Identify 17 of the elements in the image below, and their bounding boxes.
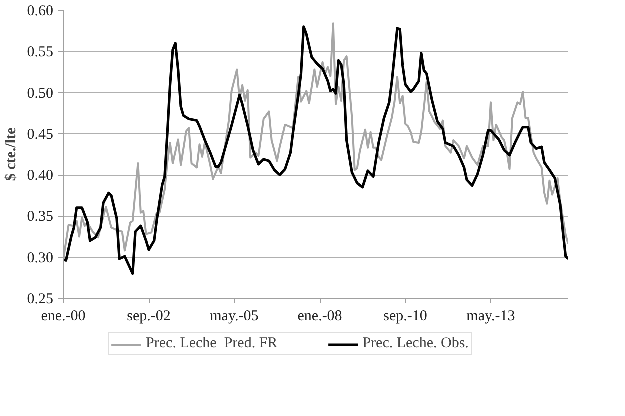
y-tick-label: 0.55 [27,44,54,61]
y-tick-label: 0.45 [27,126,54,143]
x-tick-label: sep.-10 [384,308,428,324]
y-tick-label: 0.40 [27,168,54,184]
x-tick-label: ene.-08 [298,308,342,324]
y-axis-title: $ cte./lte [3,128,20,182]
legend-label: Prec. Leche Pred. FR [146,336,278,352]
legend-label: Prec. Leche. Obs. [362,336,469,352]
x-tick-label: ene.-00 [41,308,86,324]
y-tick-label: 0.50 [27,86,54,102]
y-tick-label: 0.30 [27,250,54,266]
y-tick-label: 0.25 [27,292,54,308]
x-tick-label: sep.-02 [127,308,171,324]
y-tick-label: 0.60 [27,4,54,20]
x-tick-label: may.-13 [466,308,516,324]
x-tick-label: may.-05 [210,308,259,324]
y-tick-label: 0.35 [27,209,54,226]
